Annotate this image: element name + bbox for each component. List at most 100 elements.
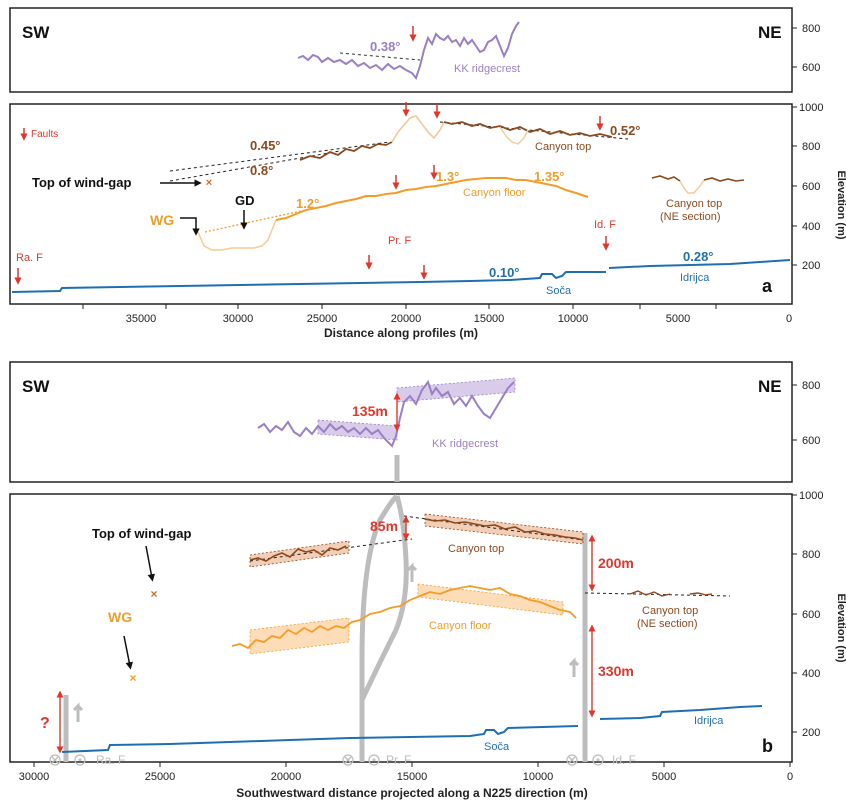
panel-a-ytick: 400 [802,221,820,233]
panel-a-slope-idrijca: 0.28° [683,249,714,264]
panel-b-offset-unknown: ? [40,715,50,732]
panel-b-xtick: 5000 [652,771,676,783]
panel-b-fault-label-id: Id. F [612,753,636,767]
panel-a-canyon-top-gap [391,115,445,143]
panel-b-sw-label: SW [22,377,50,396]
panel-a-canyon-top-label: Canyon top [535,141,591,153]
panel-b-canyon-top-profile-ne [424,518,584,541]
panel-b-soca-profile [61,725,579,753]
panel-a-ridge-ytick: 600 [802,62,820,74]
panel-a-xtick: 15000 [474,313,505,325]
panel-a-yaxis-label: Elevation (m) [835,170,846,239]
panel-a-ridge-trend [339,52,421,61]
panel-b-idrijca-profile [599,705,763,720]
panel-a-label: a [762,276,773,296]
panel-b-offset-200: 200m [598,555,634,571]
panel-a-wg-arrow [180,217,200,236]
panel-a-xtick: 30000 [223,313,254,325]
panel-a-canyon-top-ne-profile [651,175,681,182]
panel-b-xtick: 20000 [271,771,302,783]
panel-b-ridge-yaxis: 800 600 [792,380,820,447]
panel-a-xtick: 10000 [558,313,589,325]
panel-b-wg-marker: × [129,671,136,685]
panel-b-canyon-floor-label: Canyon floor [429,620,492,632]
panel-b-xtick: 25000 [145,771,176,783]
panel-b-windgap-label: Top of wind-gap [92,526,191,541]
panel-b-fault-label-ra: Ra. F [96,753,125,767]
panel-b-ridge-frame [9,361,793,483]
panel-a-yaxis: 1000 800 600 400 200 Elevation (m) [792,102,846,272]
panel-b-ridge-ytick: 800 [802,380,820,392]
panel-b-canyon-floor-profile [231,585,577,650]
panel-b-canyon-top-ne-section [629,590,671,597]
panel-a-ridge-slope: 0.38° [370,39,401,54]
panel-b-fault-label-pr: Pr. F [386,753,411,767]
panel-a-canyon-top-profile-2 [443,121,613,138]
panel-b-soca-label: Soča [484,741,510,753]
panel-b-xaxis-label: Southwestward distance projected along a… [236,786,587,800]
panel-b-offset-top: 85m [370,518,398,534]
panel-a-fault-label-pr: Pr. F [388,235,412,247]
panel-a-canyon-top-ne-gap [679,179,705,194]
panel-b-ytick: 1000 [799,490,823,502]
panel-a-slope-top-a: 0.45° [250,138,281,153]
panel-a-xtick: 25000 [307,313,338,325]
panel-a-canyon-top-ne-profile-2 [703,177,745,182]
panel-a-ridge-profile [297,21,520,81]
panel-b-ne-label: NE [758,377,782,396]
panel-a-xtick: 20000 [391,313,422,325]
panel-b-ridge-band-ne [396,377,516,403]
panel-b-offset-ridge: 135m [352,403,388,419]
panel-a-gd-label: GD [235,193,255,208]
panel-b-wg-arrow [123,635,133,670]
panel-a-faults-legend: Faults [31,129,58,140]
panel-a-main-frame [9,103,793,305]
panel-b-ridge-band-sw [317,419,398,441]
panel-a: SW NE 0.38° KK ridgecrest 800 600 0.45° … [9,7,846,340]
panel-a-ridge-yaxis: 800 600 [792,23,820,74]
panel-a-canyon-floor-profile [275,177,589,221]
panel-a-canyon-top-dip [499,126,529,145]
panel-a-ridge-label: KK ridgecrest [454,63,520,75]
panel-a-slope-floor-b: 1.3° [436,169,459,184]
panel-b-fault-label-ra-group: Ra. F [49,753,125,767]
panel-b-yaxis-label: Elevation (m) [835,593,846,662]
panel-a-ytick: 200 [802,260,820,272]
panel-a-idrijca-profile [608,259,791,269]
panel-b-windgap-arrow [145,545,155,582]
panel-b-idrijca-label: Idrijca [694,715,724,727]
panel-a-fault-label-id: Id. F [594,219,616,231]
panel-a-canyon-floor-label: Canyon floor [463,187,526,199]
panel-a-sw-label: SW [22,23,50,42]
panel-a-slope-soca: 0.10° [489,265,520,280]
panel-a-slope-top-ne: 0.52° [610,123,641,138]
panel-a-ytick: 1000 [799,102,823,114]
panel-b-fault-sense-arrow [406,562,418,582]
panel-a-xaxis: 35000 30000 25000 20000 15000 10000 5000… [82,304,792,340]
panel-b-offset-330: 330m [598,663,634,679]
panel-a-xtick: 5000 [666,313,690,325]
panel-b-xtick: 0 [787,771,793,783]
panel-a-canyon-floor-light [197,219,277,251]
panel-b-xtick: 30000 [19,771,50,783]
panel-a-ytick: 600 [802,181,820,193]
panel-b-fault-sense-arrow [72,702,84,722]
panel-a-canyon-top-profile [299,141,393,161]
panel-a-canyon-top-ne-label-1: Canyon top [666,198,722,210]
panel-b-canyon-top-ne-section-2 [689,592,713,596]
panel-a-ytick: 800 [802,141,820,153]
panel-b-canyon-top-label: Canyon top [448,543,504,555]
panel-b-windgap-marker: × [150,587,157,601]
panel-a-fault-label-ra: Ra. F [16,252,43,264]
panel-b-ytick: 800 [802,549,820,561]
panel-a-wg-label: WG [150,212,174,228]
panel-a-idrijca-label: Idrijca [680,272,710,284]
panel-a-xaxis-label: Distance along profiles (m) [324,326,478,340]
panel-b-main-frame [9,493,793,763]
panel-b-fault-trace-pr [359,494,399,762]
panel-a-canyon-top-ne-label-2: (NE section) [660,211,721,223]
panel-b-canyon-top-profile-sw [249,545,347,562]
panel-b-fault-label-pr-group: Pr. F [342,753,411,767]
panel-b-canyon-floor-band-sw [249,617,350,655]
